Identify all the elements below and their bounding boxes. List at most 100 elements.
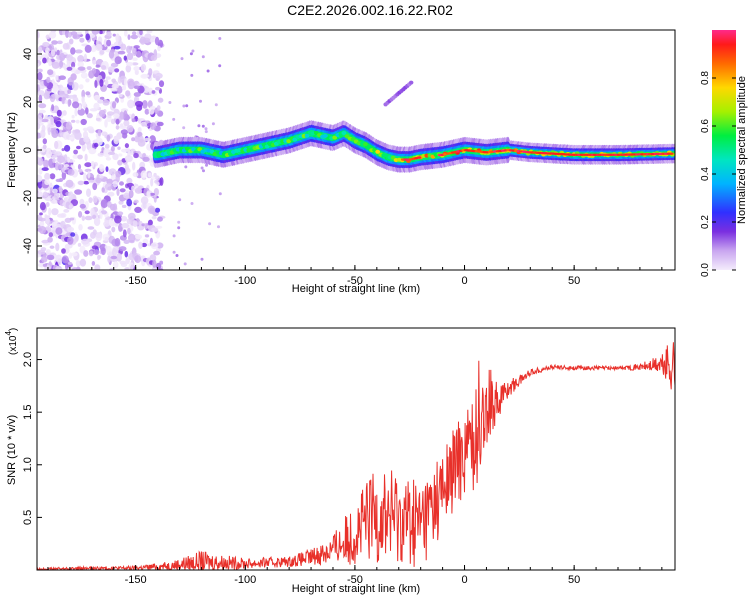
noise-speck [93,217,101,226]
noise-speck [52,84,59,92]
noise-speck [121,222,130,229]
spectrogram-xlabel: Height of straight line (km) [292,283,420,295]
noise-speck [126,61,134,67]
noise-speck [77,242,82,247]
noise-speck [72,34,81,40]
noise-speck [88,147,97,155]
noise-speck [150,122,157,130]
noise-speck [84,168,92,173]
noise-speck [123,120,130,127]
noise-speck [131,62,139,66]
noise-speck [135,97,140,102]
noise-speck [61,96,66,105]
noise-speck [45,216,50,225]
noise-speck [76,145,81,150]
noise-speck [57,213,66,218]
noise-speck [66,66,73,71]
noise-speck [59,52,66,62]
noise-speck [217,225,220,229]
noise-speck [127,233,136,243]
noise-speck [159,177,164,186]
noise-speck [86,113,93,119]
noise-speck [119,188,126,193]
noise-speck [151,216,157,220]
noise-speck [40,129,46,139]
noise-speck [58,75,66,80]
noise-speck [95,44,103,51]
noise-speck [182,104,186,108]
noise-speck [83,172,87,182]
noise-speck [140,170,147,179]
noise-speck [99,30,103,35]
noise-speck [67,89,72,94]
noise-speck [190,202,194,205]
noise-speck [112,180,119,188]
noise-speck [125,64,132,73]
noise-speck [67,261,73,265]
noise-speck [127,80,135,90]
noise-speck [64,144,71,152]
snr-xlabel: Height of straight line (km) [292,583,420,595]
noise-speck [138,241,143,249]
noise-speck [123,239,130,244]
noise-speck [55,178,62,183]
noise-speck [128,262,134,270]
noise-speck [151,35,157,39]
noise-speck [88,250,94,257]
ridge-core [363,142,368,147]
noise-speck [116,188,120,197]
noise-speck [117,146,121,150]
colorbar-tick-label: 0.2 [700,215,711,229]
noise-speck [154,207,161,213]
noise-speck [84,44,92,53]
noise-speck [51,104,55,112]
noise-speck [114,237,121,247]
noise-speck [218,64,222,68]
noise-speck [120,43,127,51]
snr-multiplier-close: ) [8,328,19,331]
x-tick-label: 50 [568,275,580,287]
noise-speck [107,191,115,197]
svg-text:(x104): (x104) [4,328,19,355]
noise-speck [38,109,46,114]
noise-speck [56,49,61,56]
noise-speck [128,189,134,199]
noise-speck [79,258,87,267]
noise-speck [92,214,97,220]
noise-speck [42,144,47,150]
noise-speck [49,164,54,169]
noise-speck [120,129,129,135]
noise-speck [56,109,62,117]
noise-speck [63,209,70,213]
noise-speck [104,236,109,241]
x-tick-label: -150 [125,275,147,287]
noise-speck [121,204,127,208]
noise-speck [108,50,115,59]
noise-speck [105,76,111,80]
noise-speck [142,156,150,162]
noise-speck [38,167,43,175]
noise-speck [199,99,202,103]
x-tick-label: 50 [568,574,580,586]
noise-speck [178,198,182,202]
noise-speck [121,85,127,91]
noise-speck [87,226,95,230]
noise-speck [109,217,114,227]
noise-speck [131,118,136,123]
noise-speck [55,227,63,235]
colorbar-scale [712,30,736,270]
noise-speck [77,164,82,170]
noise-speck [79,37,85,43]
noise-speck [80,118,87,126]
noise-speck [42,138,47,145]
noise-speck [67,77,74,86]
ridge-core [375,149,381,154]
noise-speck [88,197,93,204]
noise-speck [51,61,60,69]
noise-speck [119,181,124,186]
noise-speck [77,154,83,160]
noise-speck [100,210,108,215]
noise-speck [39,212,43,216]
colorbar-ticks: 0.0 0.2 0.4 0.6 0.8 [700,71,736,277]
noise-speck [141,123,146,127]
